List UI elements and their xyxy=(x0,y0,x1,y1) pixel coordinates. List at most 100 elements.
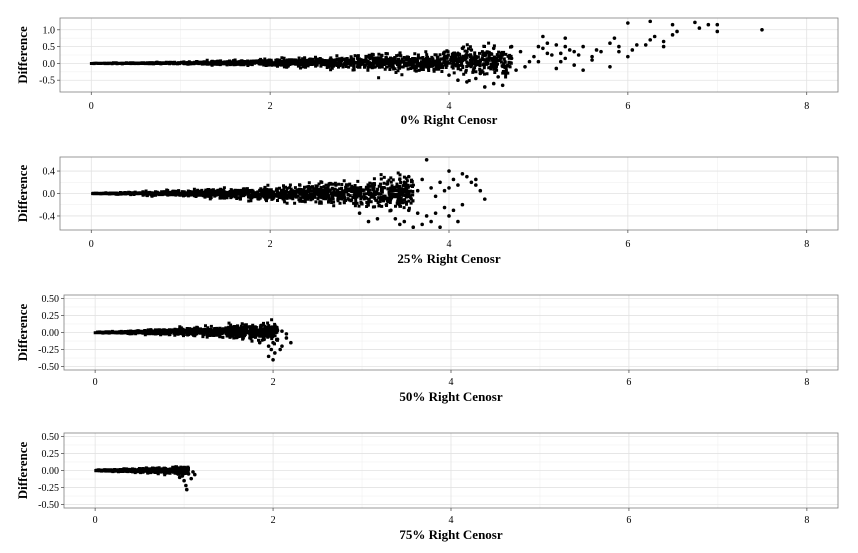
data-point xyxy=(398,222,402,227)
data-point xyxy=(262,337,266,342)
data-point xyxy=(442,54,447,59)
data-point xyxy=(558,59,563,64)
data-point xyxy=(415,211,420,215)
data-point xyxy=(447,73,451,77)
data-point xyxy=(518,49,523,54)
data-point xyxy=(442,188,447,193)
data-point xyxy=(474,183,478,187)
x-axis-title: 0% Right Cenosr xyxy=(401,112,498,127)
data-point xyxy=(456,183,460,187)
x-tick-label: 2 xyxy=(268,239,273,250)
y-axis-title: Difference xyxy=(15,165,30,223)
data-point xyxy=(182,466,186,471)
data-point xyxy=(451,51,456,56)
data-point xyxy=(550,53,554,57)
data-point xyxy=(398,177,402,182)
y-tick-label: -0.4 xyxy=(39,211,55,222)
y-tick-label: 1.0 xyxy=(43,25,56,36)
x-tick-label: 4 xyxy=(449,377,454,388)
data-point xyxy=(451,177,456,182)
x-tick-label: 4 xyxy=(447,101,452,112)
data-point xyxy=(626,21,630,25)
data-point xyxy=(760,27,764,32)
x-tick-label: 6 xyxy=(626,377,631,388)
data-point xyxy=(406,208,411,213)
data-point xyxy=(447,169,451,173)
data-point xyxy=(554,43,559,47)
data-point xyxy=(608,64,612,69)
data-point xyxy=(429,219,433,224)
y-tick-label: 0.0 xyxy=(43,59,56,70)
data-point xyxy=(670,22,675,27)
data-point-band xyxy=(94,465,190,477)
data-point xyxy=(460,202,465,207)
data-point xyxy=(590,54,594,59)
data-point xyxy=(626,54,630,59)
y-axis-title: Difference xyxy=(15,304,30,362)
data-point xyxy=(581,68,585,72)
data-point xyxy=(634,43,639,47)
data-point xyxy=(271,340,275,345)
data-point xyxy=(442,205,447,210)
y-tick-label: 0.25 xyxy=(42,449,60,460)
data-point xyxy=(189,476,194,481)
data-point xyxy=(411,183,416,187)
data-point xyxy=(460,46,465,51)
data-point xyxy=(563,44,568,49)
data-point xyxy=(280,329,284,333)
x-tick-label: 2 xyxy=(271,377,276,388)
data-point xyxy=(599,49,603,54)
data-point xyxy=(496,75,500,79)
data-point xyxy=(482,85,487,89)
y-tick-label: -0.50 xyxy=(38,362,59,373)
data-point xyxy=(266,354,271,359)
data-point xyxy=(661,44,666,49)
data-point xyxy=(406,174,411,179)
data-point xyxy=(192,472,197,477)
data-point xyxy=(278,347,282,352)
data-point xyxy=(275,337,280,342)
data-point xyxy=(469,48,474,52)
data-point xyxy=(491,81,496,86)
data-point xyxy=(545,41,550,46)
data-point xyxy=(433,211,438,215)
data-point xyxy=(693,20,697,25)
data-point xyxy=(262,327,266,331)
data-point xyxy=(186,472,191,476)
data-point xyxy=(675,29,679,34)
data-point xyxy=(411,225,416,229)
data-point xyxy=(275,328,280,333)
data-point xyxy=(451,208,456,213)
data-point xyxy=(191,470,195,474)
x-axis-title: 50% Right Cenosr xyxy=(399,389,503,404)
data-point xyxy=(670,33,675,37)
x-tick-label: 8 xyxy=(804,515,809,526)
data-point xyxy=(469,180,474,185)
data-point xyxy=(176,472,180,476)
data-point xyxy=(487,53,492,57)
x-tick-label: 0 xyxy=(89,239,94,250)
y-tick-label: 0.5 xyxy=(43,42,56,53)
data-point xyxy=(509,44,514,49)
data-point xyxy=(184,483,188,488)
data-point-band xyxy=(89,41,513,83)
data-point xyxy=(491,46,496,51)
y-tick-label: 0.00 xyxy=(42,466,60,477)
data-point xyxy=(447,214,451,218)
data-point-band xyxy=(93,318,279,346)
data-point xyxy=(184,487,189,492)
data-point xyxy=(509,56,514,61)
data-point xyxy=(576,53,581,57)
data-point-band xyxy=(91,171,415,213)
data-point xyxy=(375,216,380,221)
x-tick-label: 8 xyxy=(804,101,809,112)
x-tick-label: 4 xyxy=(447,239,452,250)
y-tick-label: -0.25 xyxy=(38,483,59,494)
data-point xyxy=(465,49,469,54)
data-point xyxy=(180,474,185,478)
x-tick-label: 8 xyxy=(804,239,809,250)
data-point xyxy=(474,76,478,81)
data-point xyxy=(567,48,572,52)
x-axis-title: 25% Right Cenosr xyxy=(397,251,501,266)
data-point xyxy=(648,38,653,42)
